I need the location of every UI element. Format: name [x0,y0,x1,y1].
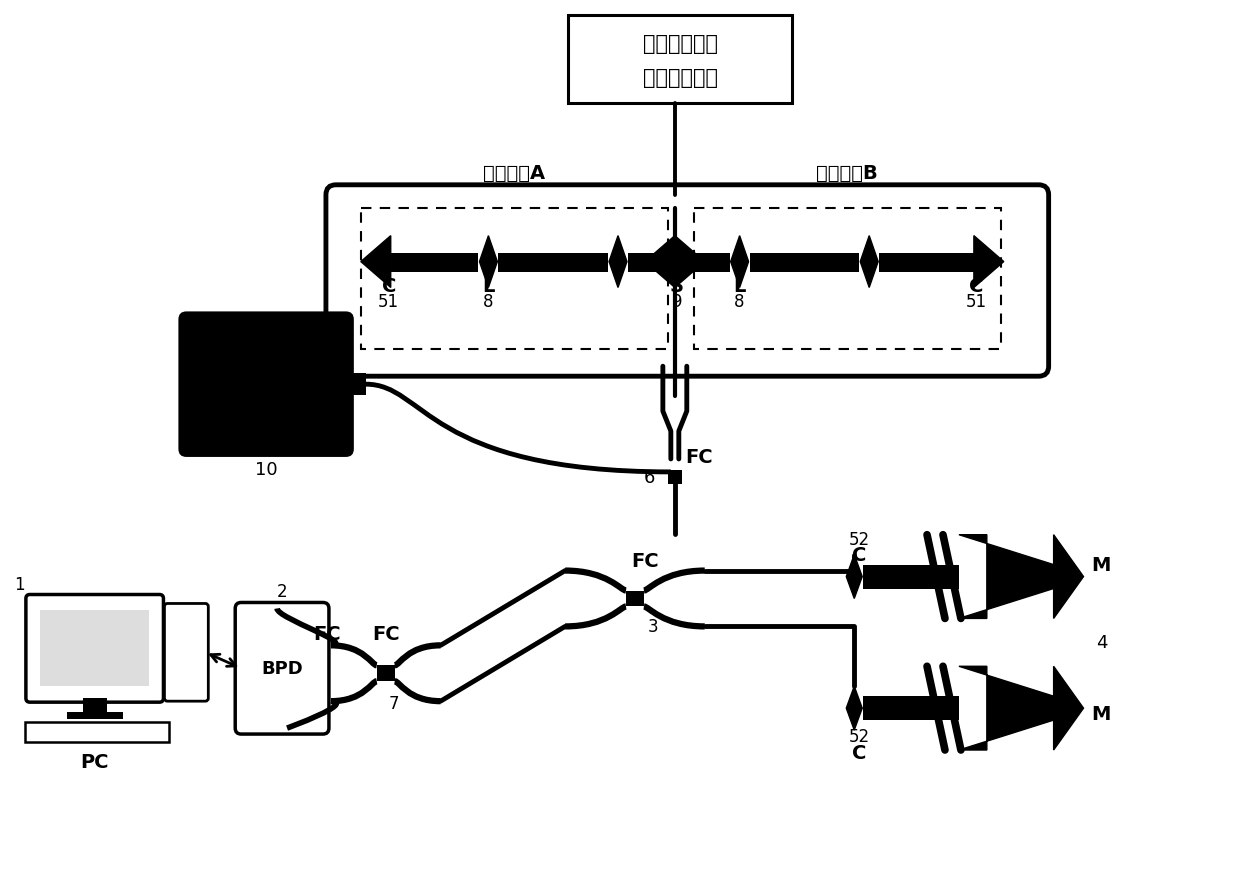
Text: M: M [1091,704,1111,723]
Text: L: L [482,277,495,296]
Bar [25,723,170,742]
FancyBboxPatch shape [326,185,1049,377]
Text: 52: 52 [848,530,869,548]
Bar [729,252,750,273]
Text: （位移单元）: （位移单元） [642,68,718,88]
Polygon shape [730,263,749,288]
Text: FC: FC [631,551,658,571]
Text: 4: 4 [1096,634,1107,651]
Text: S: S [670,277,683,296]
Text: L: L [733,277,745,296]
Bar [40,611,150,687]
Text: M: M [1091,556,1111,574]
Bar [626,591,644,607]
Text: 51: 51 [965,293,987,311]
Polygon shape [730,236,749,263]
Bar [859,252,879,273]
Text: C: C [852,743,867,761]
Bar [67,712,123,719]
Polygon shape [973,236,1004,288]
Text: C: C [968,277,983,296]
Text: PC: PC [81,752,109,772]
Polygon shape [361,236,391,288]
Text: C: C [382,277,396,296]
Text: FC: FC [314,624,341,644]
Bar [83,698,107,712]
Text: 52: 52 [848,727,869,745]
Bar [40,611,150,687]
Bar [377,666,394,681]
Polygon shape [480,263,497,288]
Bar [479,252,498,273]
Polygon shape [675,236,704,288]
Text: BPD: BPD [262,659,303,678]
Polygon shape [861,236,878,263]
Polygon shape [846,555,862,577]
Text: 3: 3 [647,618,658,636]
Bar [361,208,668,350]
Text: 采样光路A: 采样光路A [484,164,546,184]
FancyBboxPatch shape [236,603,329,734]
Text: 7: 7 [388,694,399,712]
Polygon shape [959,666,1084,750]
Bar [346,374,366,396]
Text: 1: 1 [15,575,25,593]
FancyBboxPatch shape [165,604,208,702]
Polygon shape [846,709,862,730]
Bar [391,253,675,272]
Bar [863,565,959,589]
Bar [863,696,959,720]
Polygon shape [846,577,862,599]
Text: FC: FC [684,448,713,467]
Text: FC: FC [372,624,399,644]
Polygon shape [609,236,627,263]
Polygon shape [959,535,1084,619]
Text: 采样光路B: 采样光路B [816,164,878,184]
Polygon shape [480,236,497,263]
Text: 6: 6 [644,468,655,486]
Text: 51: 51 [378,293,399,311]
Polygon shape [645,236,675,288]
Bar [693,208,1001,350]
FancyBboxPatch shape [179,312,353,457]
Text: 9: 9 [672,293,682,311]
Text: 8: 8 [734,293,745,311]
Polygon shape [861,263,878,288]
Bar [668,471,682,485]
Bar [608,252,627,273]
Bar [568,17,792,104]
Polygon shape [609,263,627,288]
Text: 姿态调整单元: 姿态调整单元 [642,34,718,54]
Text: 2: 2 [277,582,288,600]
Text: 10: 10 [254,460,278,479]
FancyBboxPatch shape [26,594,164,702]
Text: 8: 8 [484,293,494,311]
Text: C: C [852,545,867,565]
Bar [675,253,973,272]
Polygon shape [846,687,862,709]
